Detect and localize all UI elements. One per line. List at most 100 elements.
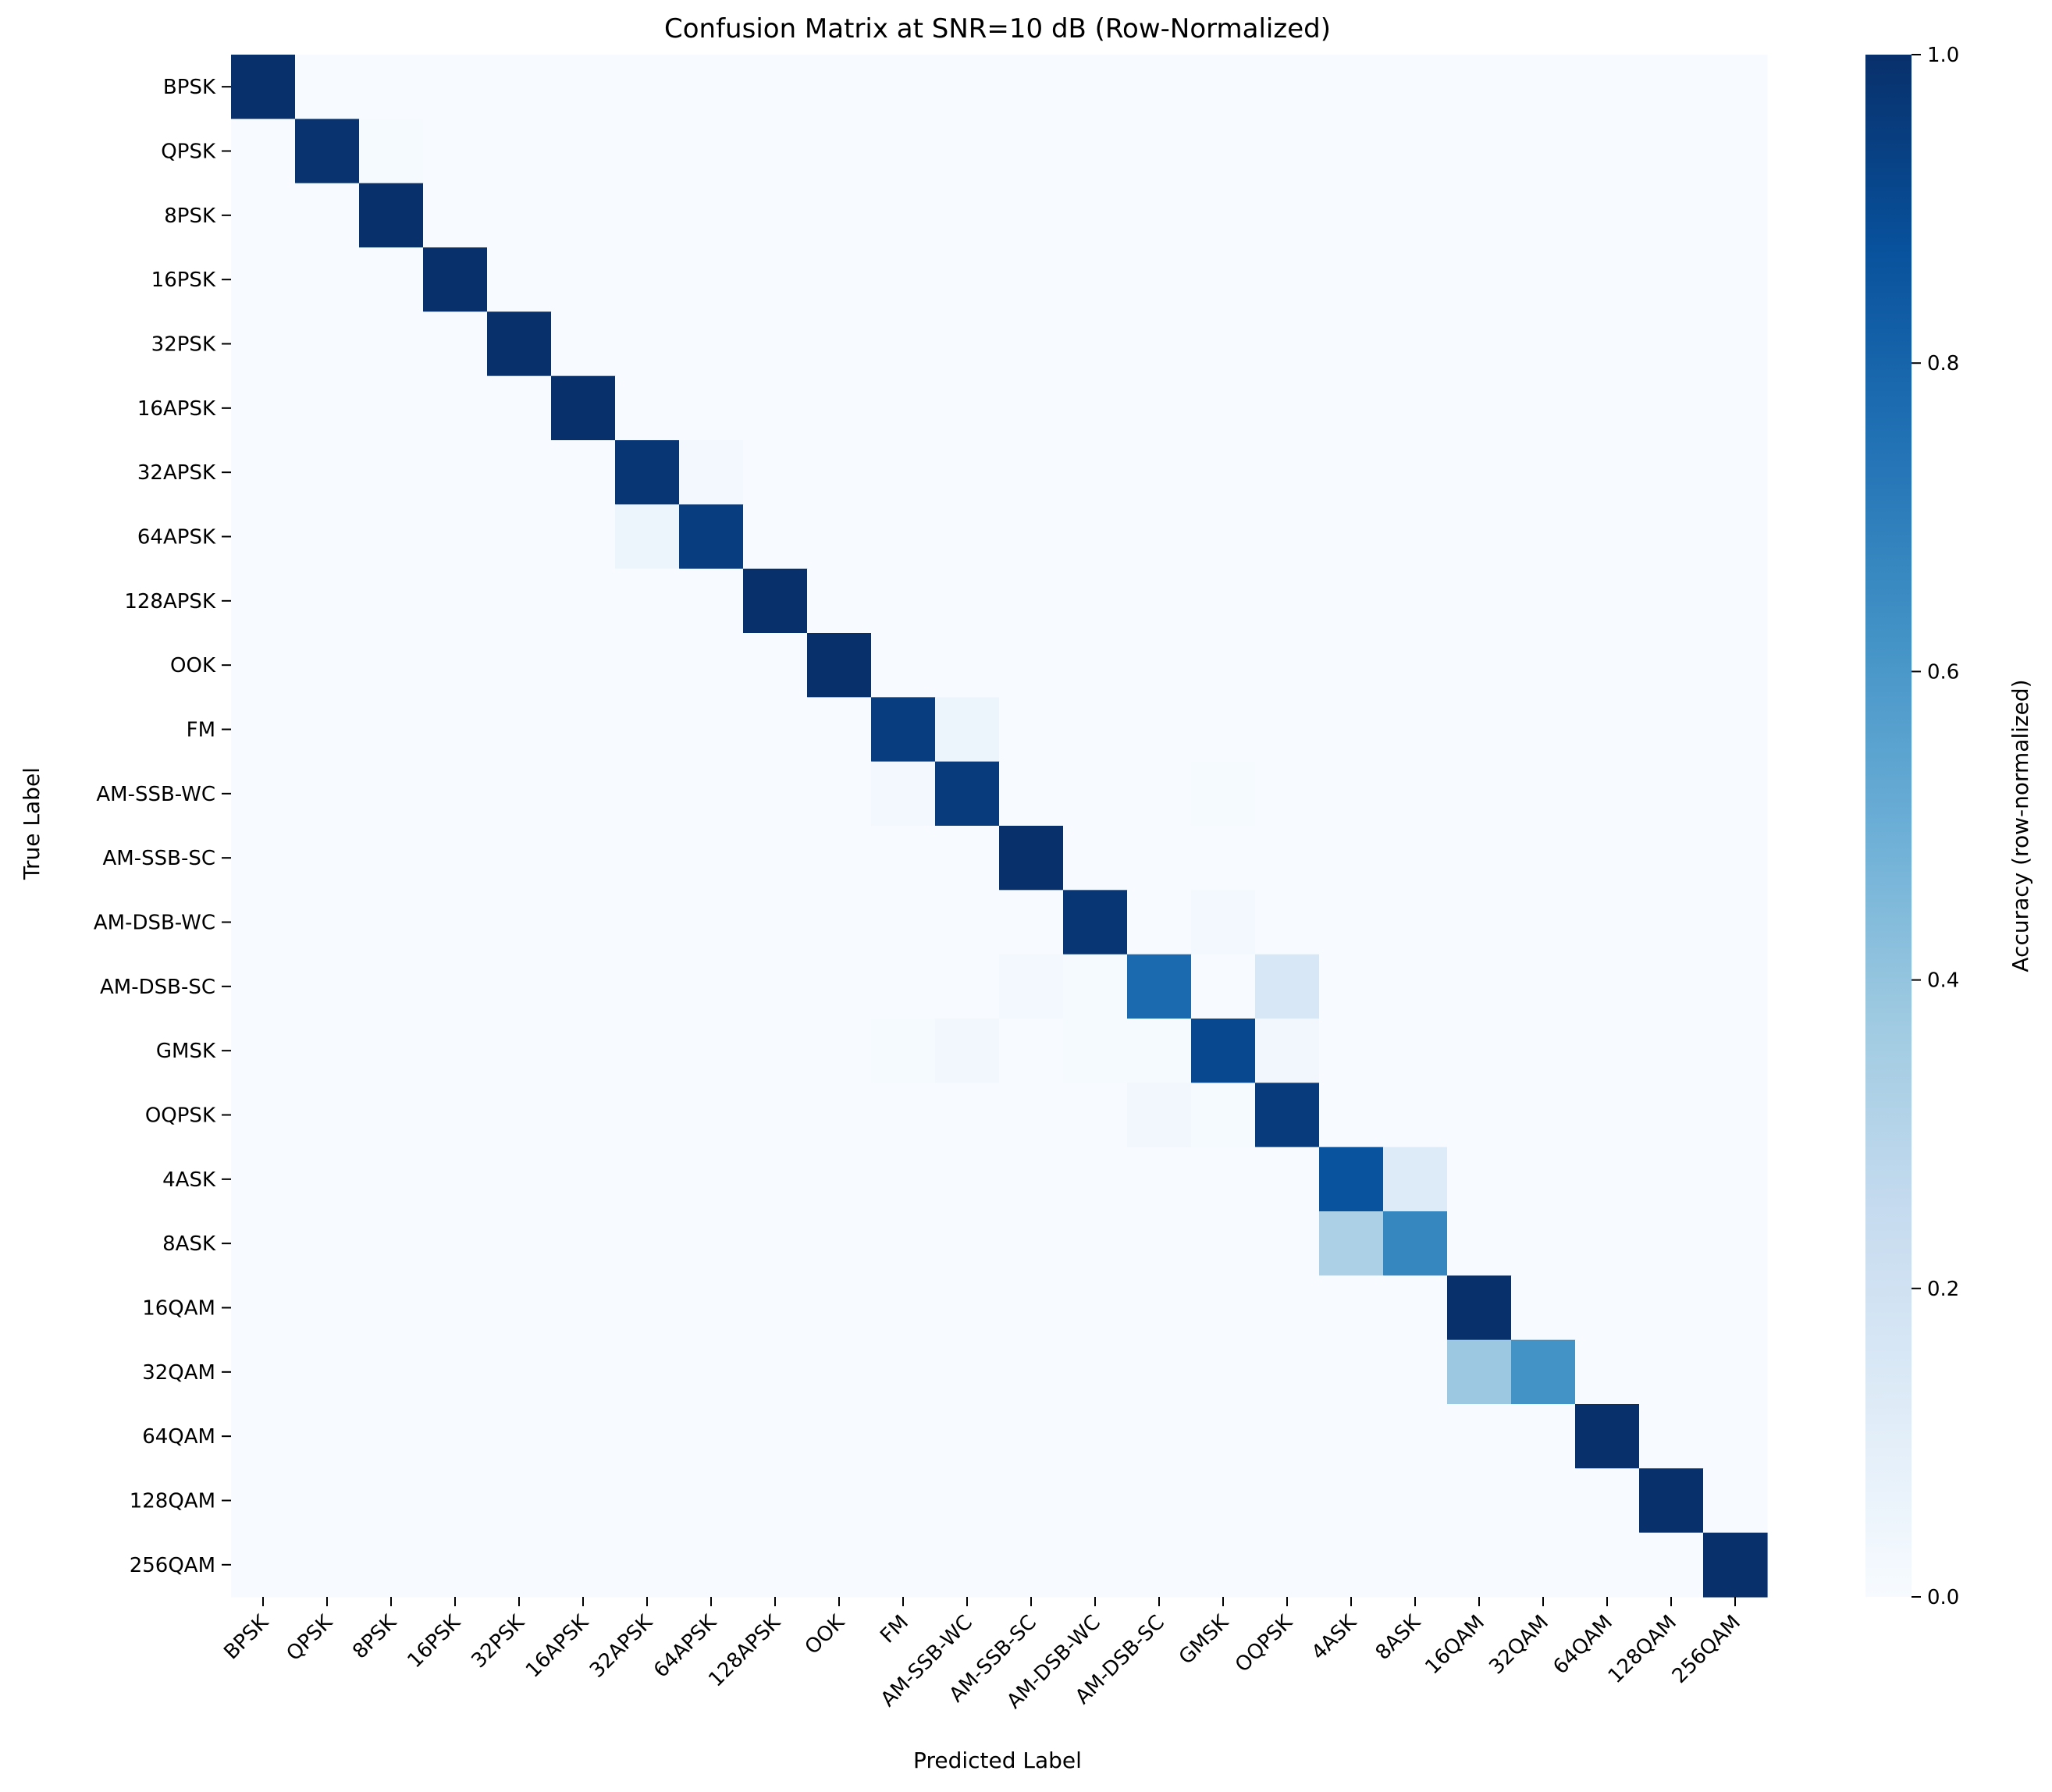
heatmap-cell bbox=[743, 119, 808, 184]
heatmap-cell bbox=[999, 697, 1064, 763]
heatmap-cell bbox=[295, 1404, 360, 1469]
heatmap-cell bbox=[871, 697, 936, 763]
heatmap-cell bbox=[1447, 504, 1512, 570]
heatmap-cell bbox=[295, 568, 360, 634]
heatmap-cell bbox=[871, 1339, 936, 1405]
heatmap-cell bbox=[1703, 890, 1768, 955]
heatmap-cell bbox=[1703, 826, 1768, 891]
heatmap-cell bbox=[1063, 1019, 1128, 1083]
heatmap-cell bbox=[423, 1083, 488, 1148]
heatmap-cell bbox=[295, 1211, 360, 1276]
heatmap-cell bbox=[679, 247, 744, 312]
y-tick-label: 32APSK bbox=[137, 461, 216, 485]
heatmap-cell bbox=[935, 1083, 1000, 1148]
heatmap-cell bbox=[487, 761, 552, 827]
heatmap-cell bbox=[1639, 1275, 1704, 1341]
heatmap-cell bbox=[871, 247, 936, 312]
heatmap-cell bbox=[807, 55, 872, 119]
heatmap-cell bbox=[743, 183, 808, 248]
heatmap-cell bbox=[1255, 954, 1320, 1019]
x-axis: BPSK QPSK 8PSK 16PSK 32PSK16APSK32APSK64APSK… bbox=[219, 1597, 1745, 1713]
heatmap-cell bbox=[615, 826, 680, 891]
heatmap-cell bbox=[487, 954, 552, 1019]
heatmap-cell bbox=[423, 1019, 488, 1083]
heatmap-cell bbox=[551, 1339, 616, 1405]
heatmap-cell bbox=[487, 1211, 552, 1276]
y-tick-label: GMSK bbox=[156, 1040, 216, 1063]
heatmap-cell bbox=[615, 375, 680, 441]
heatmap-cell bbox=[487, 440, 552, 505]
heatmap-cell bbox=[359, 826, 424, 891]
heatmap-cell bbox=[487, 55, 552, 119]
heatmap-cell bbox=[1383, 761, 1448, 827]
heatmap-cell bbox=[1255, 375, 1320, 441]
heatmap-cell bbox=[871, 633, 936, 698]
heatmap-cell bbox=[935, 890, 1000, 955]
heatmap-cell bbox=[1255, 890, 1320, 955]
y-tick-label: AM-SSB-SC bbox=[103, 847, 216, 870]
heatmap-cell bbox=[679, 183, 744, 248]
heatmap-cell bbox=[615, 633, 680, 698]
heatmap-cell bbox=[295, 761, 360, 827]
heatmap-cell bbox=[1191, 890, 1256, 955]
heatmap-cell bbox=[935, 761, 1000, 827]
heatmap-cell bbox=[807, 1211, 872, 1276]
heatmap-cell bbox=[871, 504, 936, 570]
heatmap-cell bbox=[1063, 247, 1128, 312]
heatmap-cell bbox=[423, 504, 488, 570]
heatmap-cell bbox=[359, 1532, 424, 1598]
heatmap-cell bbox=[1703, 633, 1768, 698]
heatmap-cell bbox=[1255, 1339, 1320, 1405]
heatmap-cell bbox=[1319, 1083, 1384, 1148]
heatmap-cell bbox=[487, 697, 552, 763]
heatmap-cell bbox=[423, 697, 488, 763]
heatmap-cell bbox=[1447, 826, 1512, 891]
heatmap-cell bbox=[1191, 1019, 1256, 1083]
heatmap-cell bbox=[743, 1339, 808, 1405]
heatmap-cell bbox=[871, 311, 936, 377]
heatmap-cell bbox=[359, 568, 424, 634]
heatmap-cell bbox=[1511, 247, 1576, 312]
x-tick-label: 32PSK bbox=[468, 1610, 530, 1673]
y-tick-label: 256QAM bbox=[130, 1554, 215, 1577]
heatmap-cell bbox=[231, 1275, 296, 1341]
heatmap-cell bbox=[1575, 1339, 1640, 1405]
heatmap-cell bbox=[1127, 440, 1192, 505]
heatmap-cell bbox=[679, 890, 744, 955]
heatmap-cell bbox=[679, 1532, 744, 1598]
heatmap-cell bbox=[1511, 568, 1576, 634]
heatmap-cell bbox=[1511, 1532, 1576, 1598]
heatmap-cell bbox=[1255, 311, 1320, 377]
heatmap-cell bbox=[871, 1468, 936, 1534]
heatmap-cell bbox=[807, 633, 872, 698]
chart-title: Confusion Matrix at SNR=10 dB (Row-Norma… bbox=[664, 13, 1331, 44]
colorbar-tick-label: 0.8 bbox=[1927, 352, 1959, 375]
heatmap-cell bbox=[1191, 1339, 1256, 1405]
heatmap-cell bbox=[807, 311, 872, 377]
heatmap-cell bbox=[871, 183, 936, 248]
heatmap-cell bbox=[743, 311, 808, 377]
heatmap-cell bbox=[935, 1339, 1000, 1405]
heatmap-cell bbox=[935, 1147, 1000, 1212]
heatmap-cell bbox=[1575, 55, 1640, 119]
heatmap-cell bbox=[1575, 826, 1640, 891]
heatmap-cell bbox=[1063, 568, 1128, 634]
heatmap-cell bbox=[615, 1532, 680, 1598]
heatmap-cell bbox=[1575, 1019, 1640, 1083]
heatmap-cell bbox=[999, 504, 1064, 570]
heatmap-cell bbox=[295, 247, 360, 312]
heatmap-cell bbox=[1127, 761, 1192, 827]
heatmap-cell bbox=[743, 633, 808, 698]
heatmap-cell bbox=[1447, 1083, 1512, 1148]
heatmap-cell bbox=[1063, 954, 1128, 1019]
colorbar-label: Accuracy (row-normalized) bbox=[2008, 679, 2033, 972]
heatmap-cell bbox=[231, 55, 296, 119]
heatmap-cell bbox=[231, 633, 296, 698]
heatmap-cell bbox=[1447, 954, 1512, 1019]
heatmap-cell bbox=[295, 633, 360, 698]
heatmap-cell bbox=[807, 1083, 872, 1148]
heatmap-cell bbox=[935, 954, 1000, 1019]
heatmap-cell bbox=[1447, 1404, 1512, 1469]
heatmap-cell bbox=[1575, 311, 1640, 377]
heatmap-cell bbox=[551, 55, 616, 119]
